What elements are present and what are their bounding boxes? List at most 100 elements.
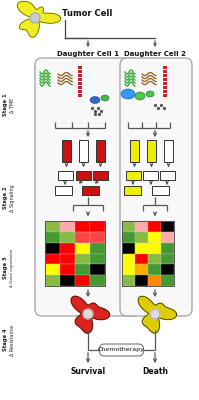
Bar — [148, 243, 161, 254]
Bar — [161, 221, 174, 232]
Bar — [78, 82, 82, 85]
Bar — [122, 275, 135, 286]
Bar — [45, 232, 60, 243]
Text: Tumor Cell: Tumor Cell — [62, 10, 112, 18]
Bar — [90, 264, 105, 275]
Bar — [148, 221, 161, 232]
Ellipse shape — [121, 89, 135, 99]
Text: Survival: Survival — [70, 368, 105, 376]
Bar — [164, 140, 173, 162]
Bar — [75, 275, 90, 286]
Bar — [90, 232, 105, 243]
Bar — [78, 94, 82, 97]
Bar — [143, 171, 158, 180]
Bar — [58, 171, 73, 180]
Bar — [75, 243, 90, 254]
Bar — [148, 264, 161, 275]
Bar — [163, 90, 167, 93]
Bar — [60, 232, 75, 243]
Circle shape — [150, 309, 160, 319]
Bar — [75, 264, 90, 275]
Circle shape — [83, 309, 93, 319]
Bar — [148, 254, 161, 264]
Bar — [135, 275, 148, 286]
Polygon shape — [138, 296, 177, 333]
Bar — [75, 254, 90, 264]
Bar — [163, 82, 167, 85]
Bar — [78, 66, 82, 69]
FancyBboxPatch shape — [120, 58, 192, 316]
Bar — [163, 74, 167, 77]
Polygon shape — [71, 296, 109, 333]
Bar — [78, 70, 82, 73]
Bar — [45, 264, 60, 275]
Bar — [45, 243, 60, 254]
Bar — [78, 86, 82, 89]
FancyBboxPatch shape — [35, 58, 141, 316]
Bar — [75, 221, 90, 232]
Text: Stage 1: Stage 1 — [3, 94, 8, 116]
Bar — [75, 232, 90, 243]
Bar — [45, 221, 60, 232]
Bar — [135, 243, 148, 254]
Bar — [122, 221, 135, 232]
Bar — [135, 264, 148, 275]
Bar — [45, 254, 60, 264]
Ellipse shape — [101, 95, 109, 101]
Bar — [148, 232, 161, 243]
Bar — [135, 232, 148, 243]
Bar — [161, 232, 174, 243]
Bar — [45, 221, 105, 286]
Bar — [60, 264, 75, 275]
Ellipse shape — [146, 91, 154, 97]
Bar — [163, 70, 167, 73]
Text: Δ Signaling: Δ Signaling — [10, 184, 15, 212]
Text: Stage 4: Stage 4 — [3, 329, 8, 351]
Bar — [93, 171, 108, 180]
Text: Δ TME: Δ TME — [10, 97, 15, 113]
Bar — [55, 186, 72, 195]
Ellipse shape — [90, 96, 100, 104]
Bar — [122, 264, 135, 275]
Bar — [90, 275, 105, 286]
Bar — [163, 94, 167, 97]
Bar — [163, 66, 167, 69]
Bar — [163, 86, 167, 89]
Bar — [148, 275, 161, 286]
Bar — [163, 78, 167, 81]
Bar — [82, 186, 99, 195]
Bar — [78, 74, 82, 77]
Text: Death: Death — [142, 368, 168, 376]
Bar — [45, 275, 60, 286]
Bar — [62, 140, 71, 162]
Bar — [135, 254, 148, 264]
Text: Daughter Cell 2: Daughter Cell 2 — [124, 51, 186, 57]
Bar — [96, 140, 105, 162]
Bar — [90, 221, 105, 232]
Bar — [90, 243, 105, 254]
Bar — [60, 243, 75, 254]
Bar — [122, 232, 135, 243]
Bar — [130, 140, 139, 162]
Bar — [76, 171, 91, 180]
Bar — [161, 264, 174, 275]
Bar — [60, 221, 75, 232]
Bar — [122, 221, 174, 286]
Text: Δ Gene expression: Δ Gene expression — [10, 249, 14, 287]
Bar — [161, 275, 174, 286]
Bar — [78, 78, 82, 81]
Bar — [122, 243, 135, 254]
Bar — [60, 254, 75, 264]
Circle shape — [30, 13, 40, 23]
FancyBboxPatch shape — [100, 344, 143, 356]
Text: Chemotherapy: Chemotherapy — [98, 348, 145, 352]
Bar — [126, 171, 141, 180]
Polygon shape — [17, 1, 61, 37]
Text: Stage 2: Stage 2 — [3, 187, 8, 209]
Bar — [152, 186, 169, 195]
Bar — [79, 140, 88, 162]
Bar — [90, 254, 105, 264]
Text: Stage 3: Stage 3 — [3, 257, 8, 279]
Bar — [122, 254, 135, 264]
Bar — [60, 275, 75, 286]
